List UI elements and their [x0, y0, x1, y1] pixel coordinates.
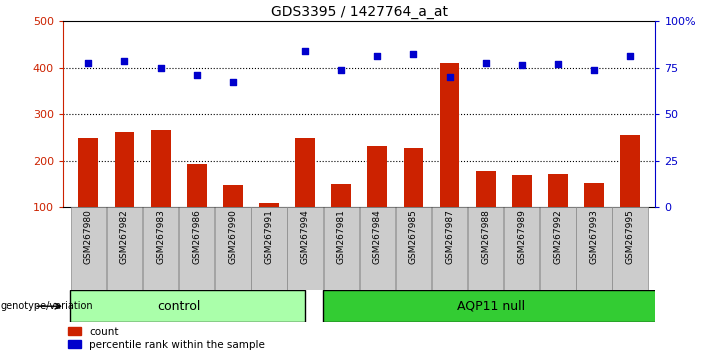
- Point: [119, 58, 130, 64]
- Point: [408, 51, 419, 57]
- Bar: [215, 207, 250, 290]
- Point: [83, 60, 94, 66]
- Bar: [79, 138, 98, 207]
- Bar: [332, 184, 351, 207]
- Bar: [70, 290, 305, 322]
- Text: GSM267987: GSM267987: [445, 210, 454, 264]
- Point: [299, 48, 311, 54]
- Bar: [151, 130, 170, 207]
- Text: GSM267991: GSM267991: [264, 210, 273, 264]
- Bar: [432, 207, 468, 290]
- Point: [588, 67, 599, 73]
- Text: GSM267985: GSM267985: [409, 210, 418, 264]
- Bar: [512, 175, 532, 207]
- Bar: [468, 207, 503, 290]
- Text: control: control: [157, 300, 200, 313]
- Text: AQP11 null: AQP11 null: [457, 300, 525, 313]
- Bar: [504, 207, 540, 290]
- Bar: [367, 146, 387, 207]
- Text: GSM267986: GSM267986: [192, 210, 201, 264]
- Text: GSM267989: GSM267989: [517, 210, 526, 264]
- Point: [372, 53, 383, 59]
- Point: [444, 74, 455, 80]
- Bar: [295, 138, 315, 207]
- Bar: [548, 174, 568, 207]
- Bar: [143, 207, 178, 290]
- Point: [480, 60, 491, 66]
- Text: GSM267988: GSM267988: [481, 210, 490, 264]
- Bar: [107, 207, 142, 290]
- Bar: [540, 207, 576, 290]
- Bar: [287, 207, 322, 290]
- Bar: [223, 185, 243, 207]
- Point: [516, 63, 527, 68]
- Bar: [186, 164, 207, 207]
- Bar: [440, 63, 459, 207]
- Text: GSM267981: GSM267981: [336, 210, 346, 264]
- Point: [191, 72, 203, 78]
- Bar: [259, 203, 279, 207]
- Title: GDS3395 / 1427764_a_at: GDS3395 / 1427764_a_at: [271, 5, 448, 19]
- Bar: [251, 207, 287, 290]
- Bar: [323, 290, 659, 322]
- Point: [227, 79, 238, 85]
- Bar: [404, 148, 423, 207]
- Bar: [620, 135, 640, 207]
- Text: GSM267995: GSM267995: [626, 210, 634, 264]
- Text: GSM267984: GSM267984: [373, 210, 382, 264]
- Text: GSM267982: GSM267982: [120, 210, 129, 264]
- Point: [336, 67, 347, 73]
- Text: GSM267993: GSM267993: [590, 210, 599, 264]
- Bar: [360, 207, 395, 290]
- Bar: [476, 171, 496, 207]
- Bar: [179, 207, 215, 290]
- Bar: [584, 183, 604, 207]
- Point: [552, 61, 564, 67]
- Bar: [114, 132, 135, 207]
- Text: GSM267983: GSM267983: [156, 210, 165, 264]
- Point: [625, 53, 636, 59]
- Bar: [613, 207, 648, 290]
- Text: GSM267980: GSM267980: [84, 210, 93, 264]
- Bar: [576, 207, 612, 290]
- Text: GSM267990: GSM267990: [229, 210, 238, 264]
- Text: genotype/variation: genotype/variation: [1, 301, 93, 311]
- Bar: [71, 207, 106, 290]
- Text: GSM267992: GSM267992: [553, 210, 562, 264]
- Legend: count, percentile rank within the sample: count, percentile rank within the sample: [68, 326, 265, 350]
- Bar: [396, 207, 431, 290]
- Text: GSM267994: GSM267994: [301, 210, 310, 264]
- Bar: [323, 207, 359, 290]
- Point: [155, 65, 166, 70]
